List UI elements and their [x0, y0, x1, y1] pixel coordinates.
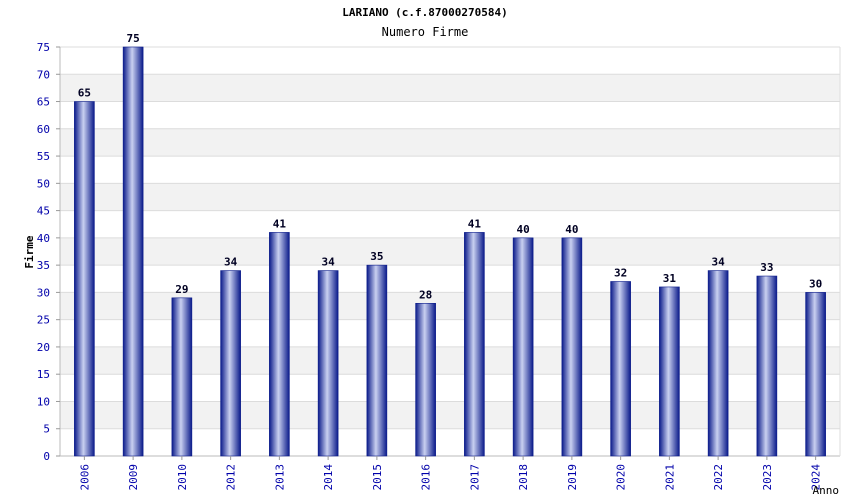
data-label: 41 [468, 217, 482, 230]
x-tick-label: 2009 [127, 464, 140, 491]
x-tick-label: 2020 [615, 464, 628, 491]
x-tick-label: 2014 [322, 464, 335, 491]
y-tick-label: 15 [37, 368, 50, 381]
grid-band [60, 237, 840, 266]
y-tick-label: 20 [37, 341, 50, 354]
data-label: 33 [760, 261, 773, 274]
bar [122, 46, 144, 457]
x-tick-label: 2019 [566, 464, 579, 491]
bar [805, 292, 826, 457]
bar [756, 275, 778, 457]
data-label: 34 [224, 256, 238, 269]
x-axis-label: Anno [813, 484, 840, 497]
x-tick-label: 2012 [225, 464, 238, 491]
y-tick-label: 40 [37, 232, 50, 245]
bar [74, 101, 95, 457]
data-label: 75 [127, 32, 140, 45]
data-label: 32 [614, 266, 627, 279]
grid-band [60, 183, 840, 211]
bar [220, 270, 241, 457]
bar [464, 232, 485, 457]
bar [317, 270, 339, 457]
y-axis-label: Firme [23, 235, 36, 268]
data-label: 28 [419, 288, 432, 301]
bar [415, 303, 436, 457]
chart-subtitle: Numero Firme [381, 25, 469, 39]
x-tick-label: 2015 [371, 464, 384, 491]
data-label: 40 [517, 223, 530, 236]
x-tick-label: 2010 [176, 464, 189, 491]
data-label: 34 [712, 256, 726, 269]
y-tick-label: 25 [37, 314, 50, 327]
data-label: 40 [565, 223, 578, 236]
y-tick-label: 70 [37, 68, 50, 81]
data-label: 29 [175, 283, 188, 296]
bar [171, 297, 193, 457]
data-label: 35 [370, 250, 383, 263]
bar [512, 237, 534, 457]
bar [269, 232, 290, 457]
data-label: 30 [809, 277, 822, 290]
y-tick-label: 45 [37, 205, 50, 218]
y-tick-label: 50 [37, 177, 50, 190]
y-tick-label: 35 [37, 259, 50, 272]
x-tick-label: 2013 [273, 464, 286, 491]
y-tick-label: 75 [37, 41, 50, 54]
data-label: 34 [322, 256, 336, 269]
x-tick-label: 2017 [468, 464, 481, 491]
chart-title: LARIANO (c.f.87000270584) [342, 6, 508, 19]
y-tick-label: 30 [37, 286, 50, 299]
bar [561, 237, 583, 457]
y-tick-label: 10 [37, 395, 50, 408]
data-label: 41 [273, 217, 287, 230]
y-tick-label: 5 [43, 423, 50, 436]
bar [707, 270, 729, 457]
bar [366, 264, 388, 457]
x-tick-label: 2021 [663, 464, 676, 491]
data-label: 31 [663, 272, 677, 285]
x-tick-label: 2016 [420, 464, 433, 491]
x-tick-label: 2018 [517, 464, 530, 491]
x-tick-label: 2024 [810, 464, 823, 491]
bar [659, 286, 680, 457]
y-tick-label: 55 [37, 150, 50, 163]
x-tick-label: 2006 [78, 464, 91, 491]
y-tick-label: 0 [43, 450, 50, 463]
x-tick-label: 2023 [761, 464, 774, 491]
grid-band [60, 128, 840, 157]
grid-band [60, 74, 840, 102]
bar [610, 281, 631, 457]
y-tick-label: 60 [37, 123, 50, 136]
y-tick-label: 65 [37, 96, 50, 109]
x-tick-label: 2022 [712, 464, 725, 491]
data-label: 65 [78, 87, 91, 100]
